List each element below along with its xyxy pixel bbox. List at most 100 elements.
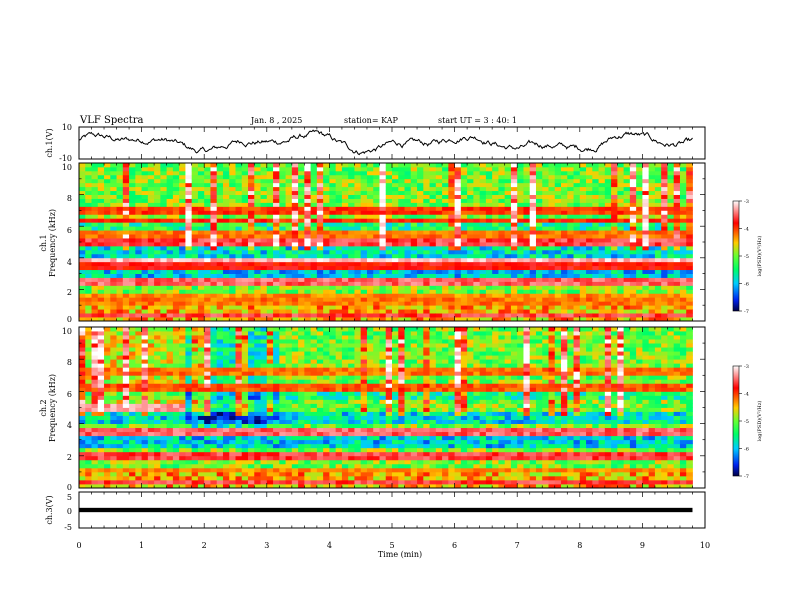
spectrogram-cell [492,198,499,203]
spectrogram-cell [316,305,324,310]
spectrogram-cell [254,170,261,176]
spectrogram-cell [335,261,343,267]
spectrogram-cell [392,178,399,184]
spectrogram-cell [498,265,506,271]
spectrogram-cell [104,347,111,352]
spectrogram-cell [141,343,149,348]
spectrogram-cell [304,277,312,282]
spectrogram-cell [517,249,524,255]
spectrogram-cell [197,313,205,318]
spectrogram-cell [629,265,637,271]
spectrogram-cell [273,214,280,219]
spectrogram-cell [523,182,531,188]
spectrogram-cell [291,249,299,255]
spectrogram-cell [667,301,675,306]
spectrogram-cell [335,265,343,271]
spectrogram-cell [492,277,499,282]
spectrogram-cell [172,451,180,457]
spectrogram-cell [204,273,211,278]
spectrogram-cell [147,439,155,445]
spectrogram-cell [329,230,337,235]
spectrogram-cell [179,343,186,348]
spectrogram-cell [366,190,374,195]
spectrogram-cell [329,186,337,192]
spectrogram-cell [135,435,142,441]
spectrogram-cell [366,277,374,282]
spectrogram-cell [210,242,218,247]
spectrogram-cell [341,234,349,239]
spectrogram-cell [229,261,236,267]
spectrogram-cell [310,226,318,231]
spectrogram-cell [366,317,374,322]
spectrogram-cell [348,222,355,227]
spectrogram-cell [648,163,656,168]
spectrogram-cell [191,297,199,302]
spectrogram-cell [116,343,124,348]
spectrogram-cell [586,285,593,290]
spectrogram-cell [510,281,518,286]
spectrogram-cell [79,253,86,259]
spectrogram-cell [154,347,161,352]
spectrogram-cell [573,230,581,235]
spectrogram-cell [686,317,693,322]
spectrogram-cell [216,317,224,322]
spectrogram-cell [636,170,643,176]
spectrogram-cell [122,347,130,352]
spectrogram-cell [116,163,124,168]
spectrogram-cell [354,289,362,294]
spectrogram-cell [567,170,574,176]
spectrogram-cell [598,261,606,267]
spectrogram-cell [116,467,124,473]
spectrogram-cell [617,253,625,259]
spectrogram-cell [129,475,136,481]
spectrogram-cell [179,467,186,473]
ch1-freq-tick-4: 4 [67,258,72,267]
spectrogram-cell [172,163,180,168]
spectrogram-cell [273,166,280,172]
spectrogram-cell [542,261,549,267]
spectrogram-cell [642,163,650,168]
spectrogram-cell [479,305,487,310]
spectrogram-cell [404,277,412,282]
spectrogram-cell [141,309,149,314]
spectrogram-cell [498,174,506,180]
spectrogram-cell [222,182,230,188]
spectrogram-cell [197,182,205,188]
spectrogram-cell [398,174,405,180]
spectrogram-cell [241,178,249,184]
spectrogram-cell [135,206,142,211]
spectrogram-cell [435,210,443,215]
spectrogram-cell [97,163,105,168]
spectrogram-cell [510,313,518,318]
spectrogram-cell [91,355,99,360]
spectrogram-cell [85,331,92,336]
spectrogram-cell [97,218,105,223]
spectrogram-cell [435,277,443,282]
spectrogram-cell [197,483,205,489]
spectrogram-cell [373,285,380,290]
spectrogram-cell [592,265,599,271]
spectrogram-cell [617,198,625,203]
spectrogram-cell [273,222,280,227]
spectrogram-cell [454,226,462,231]
spectrogram-cell [354,230,362,235]
spectrogram-cell [417,281,424,286]
spectrogram-cell [191,277,199,282]
spectrogram-cell [554,194,562,199]
spectrogram-cell [97,435,105,441]
spectrogram-cell [147,455,155,461]
spectrogram-cell [661,253,668,259]
spectrogram-cell [97,379,105,384]
spectrogram-cell [561,242,568,247]
spectrogram-cell [448,289,455,294]
spectrogram-cell [185,415,193,420]
spectrogram-cell [629,245,637,251]
spectrogram-cell [116,407,124,412]
spectrogram-cell [611,218,618,223]
spectrogram-cell [598,174,606,180]
spectrogram-cell [673,226,681,231]
spectrogram-cell [291,281,299,286]
spectrogram-cell [166,423,174,429]
spectrogram-cell [104,313,111,318]
spectrogram-cell [160,281,168,286]
